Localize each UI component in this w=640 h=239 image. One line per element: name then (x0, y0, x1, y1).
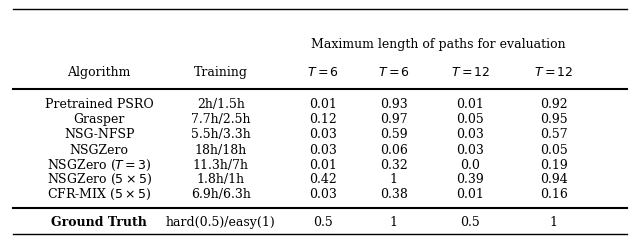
Text: 2h/1.5h: 2h/1.5h (197, 98, 244, 111)
Text: $T = 6$: $T = 6$ (378, 66, 410, 79)
Text: 0.0: 0.0 (460, 159, 481, 172)
Text: 0.01: 0.01 (309, 159, 337, 172)
Text: 0.16: 0.16 (540, 188, 568, 201)
Text: CFR-MIX ($5 \times 5$): CFR-MIX ($5 \times 5$) (47, 187, 152, 202)
Text: NSGZero ($T = 3$): NSGZero ($T = 3$) (47, 158, 152, 173)
Text: 0.95: 0.95 (540, 113, 568, 126)
Text: Maximum length of paths for evaluation: Maximum length of paths for evaluation (311, 38, 566, 51)
Text: hard(0.5)/easy(1): hard(0.5)/easy(1) (166, 216, 276, 229)
Text: 0.38: 0.38 (380, 188, 408, 201)
Text: Ground Truth: Ground Truth (51, 216, 147, 229)
Text: 0.94: 0.94 (540, 173, 568, 186)
Text: $T = 12$: $T = 12$ (534, 66, 573, 79)
Text: NSGZero: NSGZero (70, 144, 129, 157)
Text: 0.97: 0.97 (380, 113, 408, 126)
Text: NSG-NFSP: NSG-NFSP (64, 128, 134, 141)
Text: 1: 1 (390, 216, 397, 229)
Text: 0.03: 0.03 (456, 144, 484, 157)
Text: 11.3h/7h: 11.3h/7h (193, 159, 249, 172)
Text: 18h/18h: 18h/18h (195, 144, 247, 157)
Text: Pretrained PSRO: Pretrained PSRO (45, 98, 154, 111)
Text: 0.93: 0.93 (380, 98, 408, 111)
Text: 1.8h/1h: 1.8h/1h (196, 173, 245, 186)
Text: 0.06: 0.06 (380, 144, 408, 157)
Text: $T = 12$: $T = 12$ (451, 66, 490, 79)
Text: $T = 6$: $T = 6$ (307, 66, 339, 79)
Text: Grasper: Grasper (74, 113, 125, 126)
Text: 0.19: 0.19 (540, 159, 568, 172)
Text: 6.9h/6.3h: 6.9h/6.3h (191, 188, 251, 201)
Text: 0.39: 0.39 (456, 173, 484, 186)
Text: 7.7h/2.5h: 7.7h/2.5h (191, 113, 250, 126)
Text: 0.03: 0.03 (456, 128, 484, 141)
Text: 0.01: 0.01 (456, 188, 484, 201)
Text: NSGZero ($5 \times 5$): NSGZero ($5 \times 5$) (47, 172, 152, 187)
Text: 1: 1 (550, 216, 557, 229)
Text: 0.92: 0.92 (540, 98, 568, 111)
Text: 0.01: 0.01 (309, 98, 337, 111)
Text: 0.03: 0.03 (309, 188, 337, 201)
Text: Algorithm: Algorithm (67, 66, 131, 79)
Text: 0.42: 0.42 (309, 173, 337, 186)
Text: 0.01: 0.01 (456, 98, 484, 111)
Text: 0.05: 0.05 (456, 113, 484, 126)
Text: 0.5: 0.5 (314, 216, 333, 229)
Text: 0.32: 0.32 (380, 159, 408, 172)
Text: 0.57: 0.57 (540, 128, 568, 141)
Text: 0.59: 0.59 (380, 128, 408, 141)
Text: 0.12: 0.12 (309, 113, 337, 126)
Text: 1: 1 (390, 173, 397, 186)
Text: 0.05: 0.05 (540, 144, 568, 157)
Text: 0.03: 0.03 (309, 144, 337, 157)
Text: 5.5h/3.3h: 5.5h/3.3h (191, 128, 251, 141)
Text: Training: Training (194, 66, 248, 79)
Text: 0.5: 0.5 (461, 216, 480, 229)
Text: 0.03: 0.03 (309, 128, 337, 141)
